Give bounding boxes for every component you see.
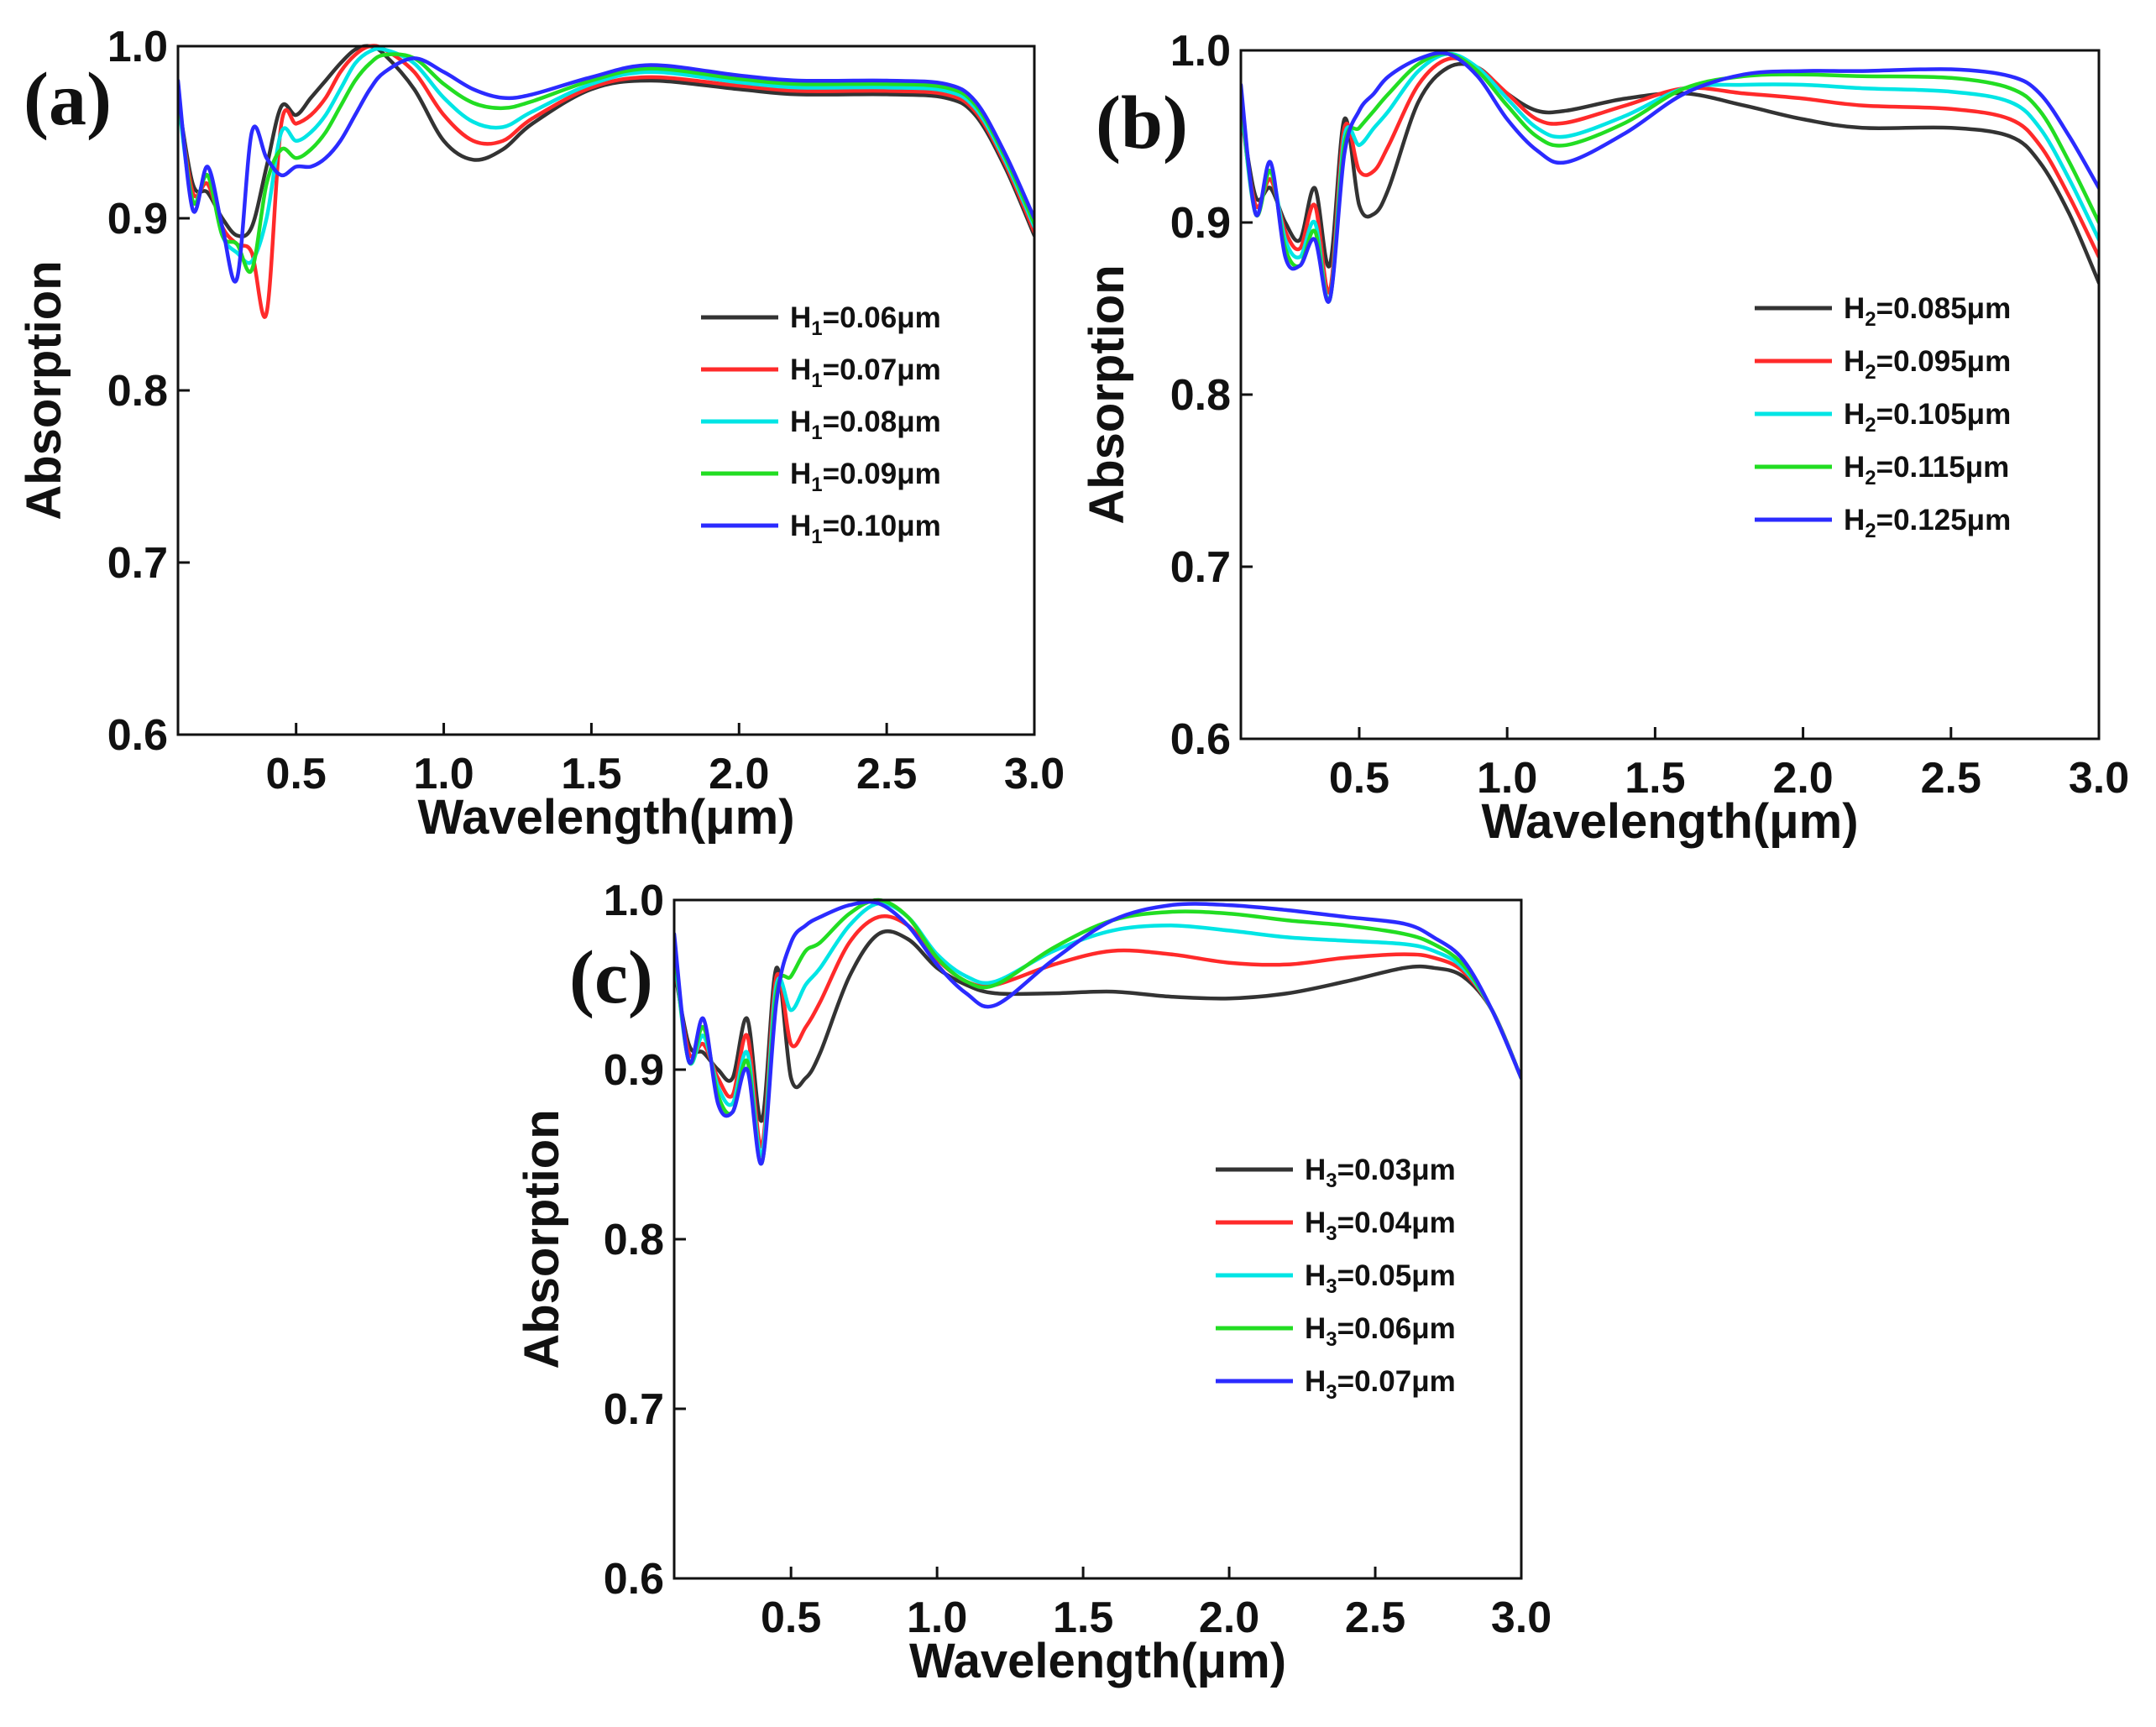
- y-tick-label: 0.9: [1170, 199, 1231, 248]
- chart-panel-b: 0.5 1.0 1.5 2.0 2.5 3.00.60.70.80.91.0Wavelen…: [1080, 27, 2129, 849]
- x-tick-label: 3.0: [1004, 750, 1065, 798]
- legend-entry: H1=0.07μm: [790, 353, 941, 392]
- y-axis-label: Absorption: [1080, 264, 1134, 524]
- legend-entry: H1=0.06μm: [790, 301, 941, 340]
- legend-entry: H2=0.085μm: [1844, 292, 2011, 331]
- y-tick-label: 0.7: [1170, 543, 1231, 592]
- series-line-a-1: [178, 44, 1034, 238]
- y-tick-label: 1.0: [107, 23, 168, 71]
- series-line-c-5: [674, 899, 1521, 1166]
- chart-panel-c: 0.5 1.0 1.5 2.0 2.5 3.00.60.70.80.91.0Wavelen…: [515, 877, 1552, 1688]
- x-axis-label: Wavelength(μm): [417, 790, 794, 845]
- legend-entry: H3=0.07μm: [1305, 1365, 1456, 1404]
- legend-entry: H2=0.115μm: [1844, 451, 2009, 489]
- plot-frame: [176, 44, 1036, 736]
- x-tick-label: 1.5: [561, 750, 621, 798]
- x-tick-label: 0.5: [761, 1594, 821, 1642]
- y-axis-label: Absorption: [17, 260, 71, 520]
- series-line-a-5: [178, 56, 1034, 284]
- series-line-b-3: [1241, 51, 2099, 304]
- x-tick-label: 2.5: [1921, 754, 1981, 803]
- legend-entry: H3=0.06μm: [1305, 1312, 1456, 1351]
- x-axis-label: Wavelength(μm): [909, 1634, 1286, 1688]
- legend-entry: H3=0.05μm: [1305, 1259, 1456, 1298]
- chart-panel-a: 0.5 1.0 1.5 2.0 2.5 3.00.60.70.80.91.0Wavelen…: [17, 23, 1065, 845]
- legend-entry: H3=0.03μm: [1305, 1154, 1456, 1192]
- x-tick-label: 0.5: [1329, 754, 1389, 803]
- series-line-c-3: [674, 901, 1521, 1158]
- x-tick-label: 1.0: [1477, 754, 1537, 803]
- x-tick-label: 2.5: [1345, 1594, 1405, 1642]
- legend: H3=0.03μm H3=0.04μm H3=0.05μm H3=0.06μm H3=0…: [1216, 1154, 1456, 1404]
- x-tick-label: 1.5: [1053, 1594, 1113, 1642]
- x-tick-label: 3.0: [2069, 754, 2129, 803]
- series-group: [178, 44, 1034, 319]
- plot-frame: [1239, 49, 2101, 741]
- legend: H2=0.085μm H2=0.095μm H2=0.105μm H2=0.115μm…: [1755, 292, 2011, 542]
- series-line-c-1: [674, 929, 1521, 1123]
- y-axis-label: Absorption: [515, 1109, 569, 1369]
- series-line-b-5: [1241, 50, 2099, 304]
- x-axis-label: Wavelength(μm): [1481, 794, 1858, 849]
- x-tick-label: 2.0: [1199, 1594, 1259, 1642]
- legend-entry: H1=0.09μm: [790, 458, 941, 496]
- legend-entry: H2=0.125μm: [1844, 504, 2011, 542]
- plot-frame: [672, 898, 1523, 1580]
- legend-entry: H2=0.095μm: [1844, 345, 2011, 384]
- y-tick-label: 0.6: [107, 711, 168, 760]
- y-tick-label: 1.0: [1170, 27, 1231, 76]
- y-tick-label: 1.0: [604, 877, 664, 925]
- series-line-c-2: [674, 913, 1521, 1149]
- y-tick-label: 0.8: [1170, 371, 1231, 420]
- legend-entry: H3=0.04μm: [1305, 1206, 1456, 1245]
- legend-entry: H1=0.08μm: [790, 406, 941, 444]
- y-tick-label: 0.7: [604, 1385, 664, 1434]
- x-tick-label: 1.0: [907, 1594, 967, 1642]
- x-tick-label: 2.0: [709, 750, 769, 798]
- y-tick-label: 0.9: [107, 195, 168, 243]
- panel-label: (c): [569, 936, 653, 1019]
- legend-entry: H1=0.10μm: [790, 510, 941, 548]
- panel-label: (b): [1096, 81, 1188, 165]
- y-tick-label: 0.8: [107, 367, 168, 416]
- y-tick-label: 0.8: [604, 1216, 664, 1264]
- legend: H1=0.06μm H1=0.07μm H1=0.08μm H1=0.09μm H1=0…: [701, 301, 941, 548]
- series-group: [1241, 50, 2099, 304]
- x-tick-label: 3.0: [1491, 1594, 1552, 1642]
- x-tick-label: 2.5: [856, 750, 917, 798]
- panel-label: (a): [24, 58, 112, 141]
- x-tick-label: 0.5: [266, 750, 327, 798]
- x-tick-label: 2.0: [1772, 754, 1833, 803]
- y-tick-label: 0.9: [604, 1046, 664, 1095]
- x-tick-label: 1.0: [413, 750, 474, 798]
- legend-entry: H2=0.105μm: [1844, 398, 2011, 437]
- series-group: [674, 898, 1521, 1166]
- y-tick-label: 0.7: [107, 539, 168, 588]
- y-tick-label: 0.6: [1170, 715, 1231, 764]
- y-tick-label: 0.6: [604, 1555, 664, 1604]
- x-tick-label: 1.5: [1625, 754, 1685, 803]
